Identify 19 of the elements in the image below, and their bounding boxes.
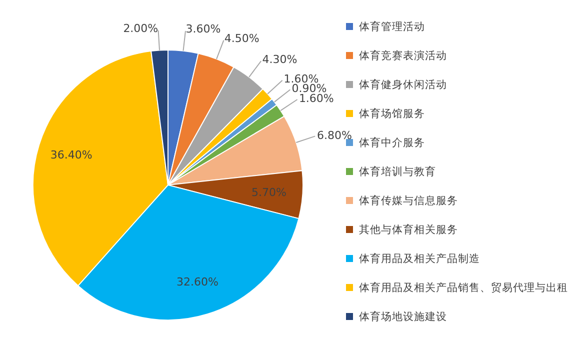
- data-label: 3.60%: [186, 22, 221, 36]
- legend-label: 其他与体育相关服务: [359, 222, 458, 236]
- legend-label: 体育竞赛表演活动: [359, 48, 447, 62]
- data-label: 5.70%: [252, 186, 286, 199]
- legend-label: 体育培训与教育: [359, 164, 436, 178]
- legend-label: 体育场地设施建设: [359, 310, 447, 324]
- data-label: 4.30%: [262, 52, 298, 66]
- legend-label: 体育管理活动: [359, 20, 425, 34]
- data-label: 2.00%: [123, 22, 158, 35]
- data-label: 4.50%: [224, 32, 260, 45]
- legend-label: 体育用品及相关产品制造: [359, 252, 480, 266]
- legend-label: 体育场馆服务: [359, 106, 425, 120]
- data-label: 6.80%: [317, 129, 352, 142]
- legend-label: 体育健身休闲活动: [359, 78, 447, 92]
- data-label: 36.40%: [50, 148, 92, 162]
- legend-label: 体育用品及相关产品销售、贸易代理与出租: [359, 280, 568, 294]
- data-label: 32.60%: [176, 275, 218, 288]
- legend-label: 体育中介服务: [359, 136, 425, 150]
- legend-label: 体育传媒与信息服务: [359, 194, 458, 208]
